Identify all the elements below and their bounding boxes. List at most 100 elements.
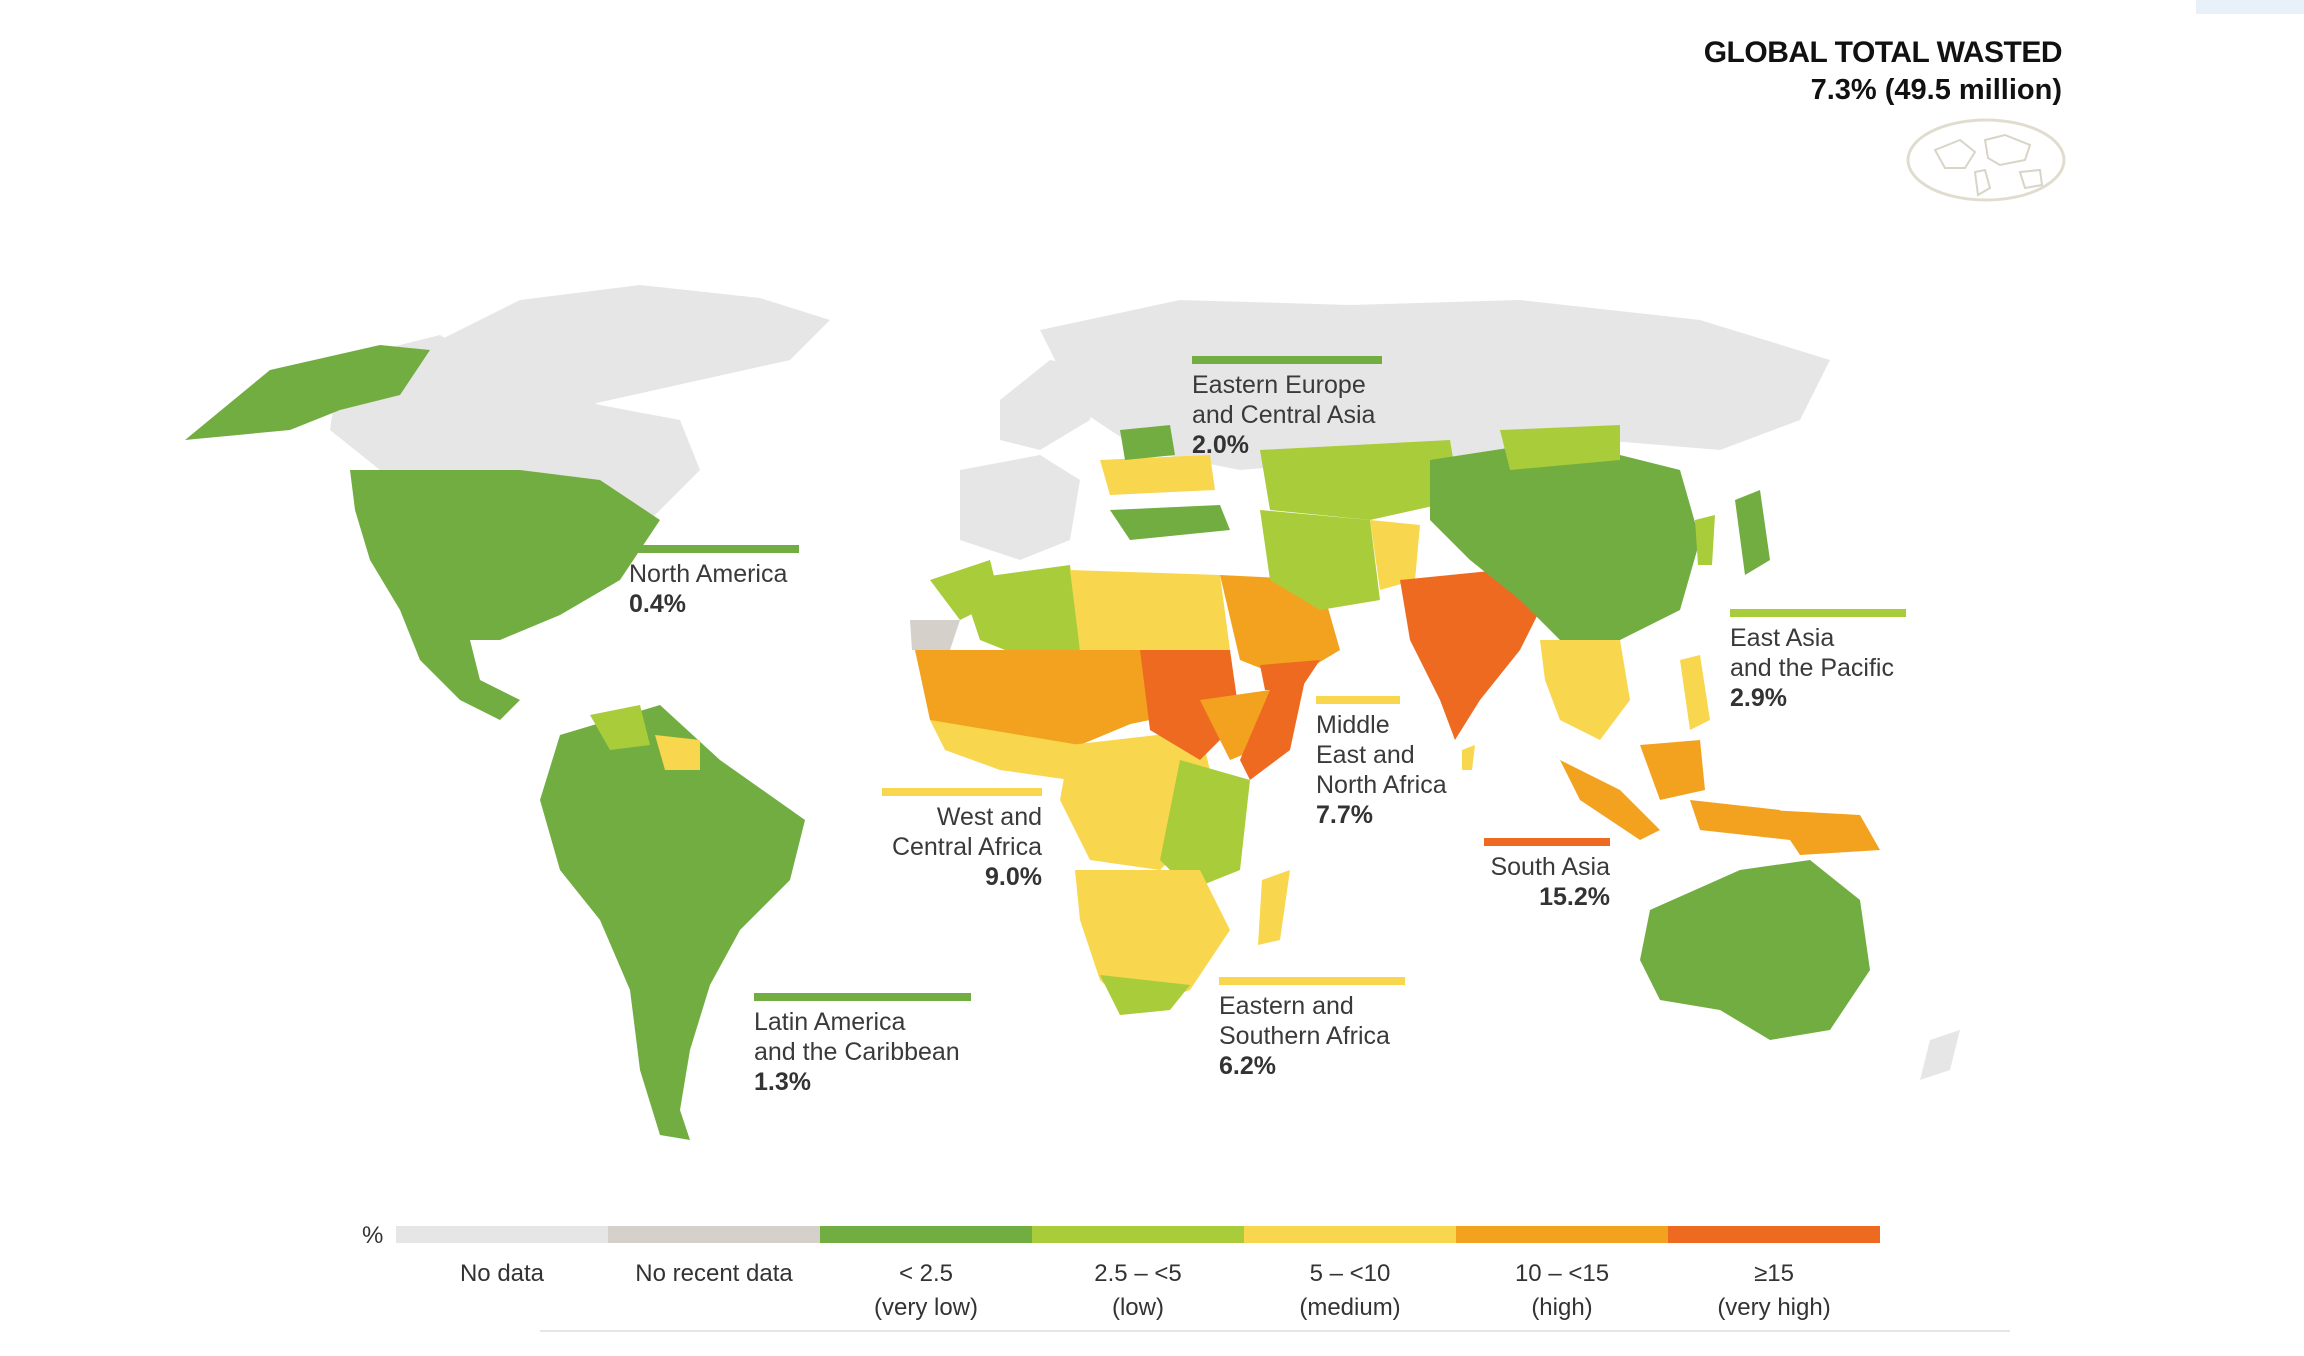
legend-swatch [608, 1226, 820, 1243]
bottom-rule [540, 1330, 2010, 1332]
map-russia [1040, 300, 1830, 470]
map-madagascar [1258, 870, 1290, 945]
map-afghanistan [1370, 520, 1420, 590]
map-korea [1695, 515, 1715, 565]
map-somalia [1240, 680, 1305, 780]
region-name: West and Central Africa [891, 803, 1042, 861]
region-bar [882, 788, 1042, 796]
legend-item-medium: 5 – <10 (medium) [1244, 1226, 1456, 1325]
map-algeria [960, 565, 1080, 660]
region-name: Middle East and North Africa [1316, 711, 1447, 799]
map-ukraine [1100, 455, 1215, 495]
map-yemen [1260, 660, 1320, 690]
region-bar [1192, 356, 1382, 364]
global-title: GLOBAL TOTAL WASTED [1703, 36, 2063, 69]
map-usa [350, 470, 660, 640]
legend-item-low: 2.5 – <5 (low) [1032, 1226, 1244, 1325]
legend: No data No recent data < 2.5 (very low) … [396, 1226, 1880, 1325]
legend-label: 10 – <15 (high) [1514, 1260, 1610, 1321]
map-borneo [1640, 740, 1705, 800]
region-name: Eastern Europe and Central Asia [1192, 371, 1376, 429]
map-mongolia [1500, 425, 1620, 470]
region-bar [1219, 977, 1405, 985]
map-india [1400, 570, 1540, 740]
legend-swatch [1244, 1226, 1456, 1243]
map-coastal-west-africa [930, 720, 1080, 780]
region-name: North America [629, 560, 788, 588]
region-bar [1316, 696, 1400, 704]
region-value: 7.7% [1316, 801, 1373, 829]
map-south-america [540, 705, 805, 1140]
region-bar [1484, 838, 1610, 846]
map-philippines [1680, 655, 1710, 730]
map-turkey [1110, 505, 1230, 540]
legend-label: 2.5 – <5 (low) [1094, 1260, 1182, 1321]
region-bar [754, 993, 971, 1001]
legend-swatch [396, 1226, 608, 1243]
legend-swatch [1668, 1226, 1880, 1243]
region-label-west-central-africa: West and Central Africa 9.0% [880, 788, 1042, 892]
legend-label: No recent data [635, 1260, 793, 1287]
map-indonesia-west [1560, 760, 1660, 840]
map-w-europe [960, 455, 1080, 560]
region-label-middle-east-north-africa: Middle East and North Africa 7.7% [1316, 696, 1447, 830]
map-china [1430, 440, 1700, 640]
region-name: South Asia [1490, 853, 1610, 881]
region-value: 15.2% [1539, 883, 1610, 911]
map-south-africa [1100, 975, 1190, 1015]
world-map-icon [1906, 118, 2066, 202]
map-sahel [915, 650, 1140, 745]
region-label-eastern-southern-africa: Eastern and Southern Africa 6.2% [1219, 977, 1405, 1081]
map-mexico [400, 610, 520, 720]
legend-swatch [1032, 1226, 1244, 1243]
legend-item-no-data: No data [396, 1226, 608, 1325]
region-label-south-asia: South Asia 15.2% [1484, 838, 1610, 912]
legend-label: No data [459, 1260, 545, 1287]
region-label-latin-america: Latin America and the Caribbean 1.3% [754, 993, 971, 1097]
map-alaska [185, 345, 430, 440]
map-japan [1735, 490, 1770, 575]
region-bar [629, 545, 799, 553]
region-label-north-america: North America 0.4% [629, 545, 799, 619]
map-guianas [655, 735, 700, 770]
map-scandinavia [1000, 360, 1100, 450]
map-papua [1770, 810, 1880, 855]
region-value: 9.0% [985, 863, 1042, 891]
legend-item-high: 10 – <15 (high) [1456, 1226, 1668, 1325]
legend-item-no-recent-data: No recent data [608, 1226, 820, 1325]
map-southeast-asia [1540, 640, 1630, 740]
region-label-eastern-europe-central-asia: Eastern Europe and Central Asia 2.0% [1192, 356, 1382, 460]
region-value: 2.9% [1730, 684, 1787, 712]
legend-label: < 2.5 (very low) [873, 1260, 978, 1321]
map-sri-lanka [1462, 745, 1475, 770]
legend-swatch [820, 1226, 1032, 1243]
map-sudan [1140, 650, 1240, 760]
map-libya-egypt [1070, 570, 1230, 650]
legend-unit: % [362, 1222, 384, 1249]
region-bar [1730, 609, 1906, 617]
region-name: East Asia and the Pacific [1730, 624, 1894, 682]
corner-tab [2196, 0, 2304, 14]
map-east-africa [1160, 760, 1250, 890]
map-new-zealand [1920, 1030, 1960, 1080]
region-value: 1.3% [754, 1068, 811, 1096]
legend-label: 5 – <10 (medium) [1299, 1260, 1401, 1321]
map-iran-region [1260, 510, 1380, 610]
legend-item-very-high: ≥15 (very high) [1668, 1226, 1880, 1325]
map-western-sahara [910, 620, 960, 650]
global-value: 7.3% (49.5 million) [1810, 74, 2062, 106]
map-australia [1640, 860, 1870, 1040]
map-central-asia [1260, 440, 1460, 520]
legend-item-very-low: < 2.5 (very low) [820, 1226, 1032, 1325]
region-label-east-asia-pacific: East Asia and the Pacific 2.9% [1730, 609, 1906, 713]
region-value: 0.4% [629, 590, 686, 618]
global-total-block: GLOBAL TOTAL WASTED 7.3% (49.5 million) [1703, 36, 2063, 107]
region-value: 2.0% [1192, 431, 1249, 459]
legend-swatch [1456, 1226, 1668, 1243]
map-belarus [1120, 425, 1175, 460]
legend-label: ≥15 (very high) [1717, 1260, 1831, 1321]
region-value: 6.2% [1219, 1052, 1276, 1080]
region-name: Eastern and Southern Africa [1219, 992, 1390, 1050]
